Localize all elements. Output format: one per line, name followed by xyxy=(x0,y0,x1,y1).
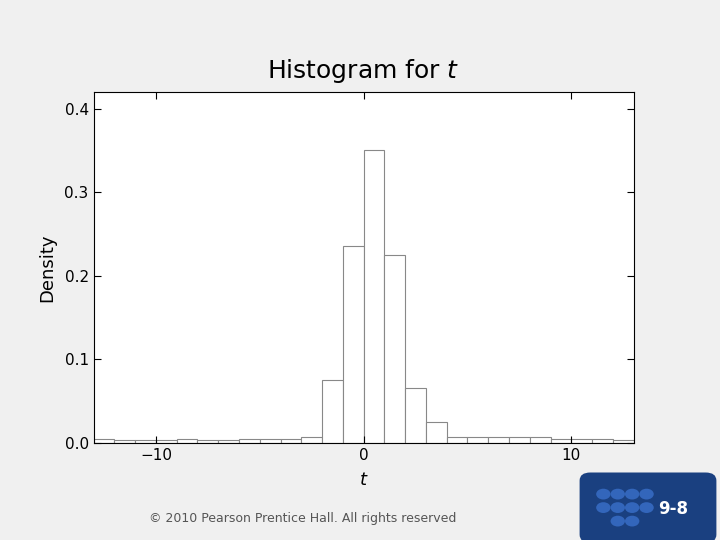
Bar xyxy=(301,437,322,443)
Y-axis label: Density: Density xyxy=(38,233,56,301)
Bar xyxy=(156,440,176,443)
Bar xyxy=(405,388,426,443)
Bar xyxy=(364,150,384,443)
Text: 9-8: 9-8 xyxy=(658,500,688,518)
Bar xyxy=(218,440,239,443)
Bar xyxy=(592,440,613,443)
Bar xyxy=(551,438,571,443)
Bar xyxy=(446,437,467,443)
Bar xyxy=(509,437,530,443)
Bar xyxy=(135,440,156,443)
Bar xyxy=(281,438,301,443)
Bar xyxy=(260,440,281,443)
Bar xyxy=(571,438,592,443)
Bar xyxy=(426,422,446,443)
Bar xyxy=(488,437,509,443)
Bar xyxy=(114,440,135,443)
X-axis label: $t$: $t$ xyxy=(359,471,369,489)
Bar xyxy=(343,246,364,443)
Bar xyxy=(384,255,405,443)
Title: Histogram for $t$: Histogram for $t$ xyxy=(267,57,460,85)
Bar xyxy=(613,440,634,443)
Bar xyxy=(94,438,114,443)
Bar xyxy=(467,437,488,443)
Bar xyxy=(530,437,551,443)
Bar xyxy=(197,440,218,443)
Bar xyxy=(176,440,197,443)
Bar xyxy=(239,440,260,443)
Bar xyxy=(322,380,343,443)
Text: © 2010 Pearson Prentice Hall. All rights reserved: © 2010 Pearson Prentice Hall. All rights… xyxy=(149,512,456,525)
